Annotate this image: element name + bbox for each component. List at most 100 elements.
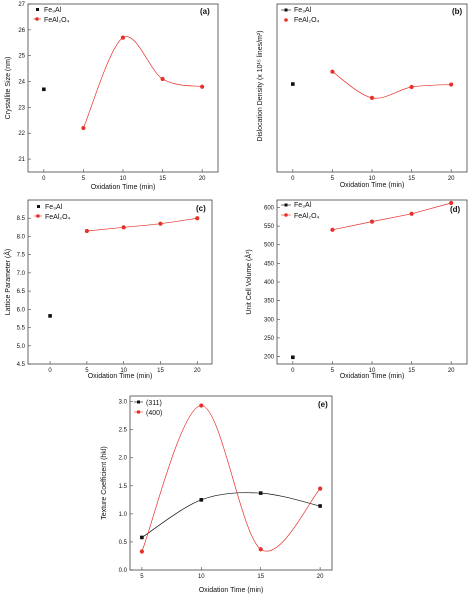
legend-marker-square [284,203,288,207]
plot-frame [276,199,468,365]
legend: Fe₃Al FeAl₂O₄ [281,7,320,24]
y-tick-label: 2.0 [119,456,128,462]
data-point [369,219,375,224]
x-tick-label: 10 [198,574,205,580]
y-axis-label: Crystallite Size (nm) [5,57,12,120]
legend: Fe₃Al FeAl₂O₄ [34,204,71,221]
legend-label: Fe₃Al [44,7,62,14]
data-point [199,403,204,408]
axis-ticks: 0 5 10 15 20 21 22 23 24 25 26 27 [18,2,206,182]
legend-marker-circle [36,214,40,218]
panel-a: (a) Oxidation Time (min) Crystallite Siz… [5,2,219,191]
x-tick-label: 0 [48,368,52,374]
x-tick-label: 20 [448,176,455,182]
y-tick-label: 1.0 [119,512,128,518]
x-tick-label: 5 [82,176,86,182]
y-tick-label: 450 [264,261,275,267]
axis-ticks: 0 5 10 15 20 [291,169,455,182]
y-tick-label: 300 [264,317,275,323]
panel-label: (a) [200,7,210,16]
data-marks [139,403,323,554]
panel-label: (b) [452,7,463,16]
y-tick-label: 8.0 [17,234,26,240]
data-marks [291,200,454,360]
x-axis-label: Oxidation Time (min) [88,373,153,380]
y-tick-label: 250 [264,336,275,342]
series-line [332,202,452,231]
data-point [139,549,144,554]
x-axis-label: Oxidation Time (min) [91,184,156,191]
data-point [449,200,454,206]
legend-marker-square [36,8,39,11]
legend-label: FeAl₂O₄ [45,214,71,221]
legend-marker-circle [284,18,288,22]
y-axis-label: Texture Coefficient (hkl) [101,446,108,519]
panel-b: (b) Oxidation Time (min) Dislocation Den… [257,3,468,189]
y-tick-label: 5.5 [17,326,26,332]
plot-frame [27,199,213,365]
y-tick-label: 26 [18,28,25,34]
x-tick-label: 20 [448,368,455,374]
x-tick-label: 15 [408,368,415,374]
legend: Fe₃Al FeAl₂O₄ [281,202,320,220]
legend-marker-circle [284,213,288,217]
axis-ticks: 0 5 10 15 20 4.5 5.0 5.5 6.0 6.5 7.0 7.5 8.0 8.5 [17,216,202,374]
data-point [48,314,52,318]
legend-label: (311) [146,400,162,407]
x-tick-label: 5 [140,574,144,580]
data-point [258,491,263,495]
data-point [318,504,322,508]
x-tick-label: 0 [291,176,295,182]
plot-frame [129,395,333,571]
y-tick-label: 24 [18,80,25,86]
x-tick-label: 15 [157,368,164,374]
y-tick-label: 200 [264,355,275,361]
panel-c: (c) Oxidation Time (min) Lattice Paramet… [3,199,213,380]
series-line [141,405,321,552]
data-point [330,69,335,74]
y-tick-label: 600 [264,205,275,211]
panel-d: (d) Oxidation Time (min) Unit Cell Volum… [244,199,468,380]
legend-marker-square [284,8,288,12]
y-tick-label: 350 [264,299,275,305]
x-tick-label: 10 [120,176,127,182]
panel-e: (e) Oxidation Time (min) Texture Coeffic… [101,395,333,594]
x-tick-label: 0 [42,176,46,182]
data-point [449,82,454,87]
x-tick-label: 20 [199,176,206,182]
legend-label: Fe₃Al [45,204,63,211]
data-point [199,498,204,502]
data-point [291,82,295,86]
legend-label: FeAl₂O₄ [44,17,70,24]
axis-ticks: 0 5 10 15 20 200 250 300 350 400 450 500 550 600 [264,205,455,374]
y-tick-label: 25 [18,54,25,60]
x-tick-label: 20 [194,368,201,374]
y-tick-label: 27 [18,2,25,8]
data-point [369,95,375,100]
plot-frame [276,3,468,173]
series-line [332,71,452,99]
y-tick-label: 550 [264,224,275,230]
legend: Fe₃Al FeAl₂O₄ [33,7,70,24]
x-tick-label: 10 [120,368,127,374]
y-tick-label: 7.0 [17,271,26,277]
y-tick-label: 0.0 [119,568,128,574]
legend-label: (400) [146,410,162,417]
x-tick-label: 20 [317,574,324,580]
data-point [291,355,295,360]
y-tick-label: 2.5 [119,428,128,434]
data-point [84,228,89,234]
data-point [42,87,46,92]
data-point [409,211,414,216]
y-tick-label: 400 [264,280,275,286]
x-tick-label: 5 [331,368,335,374]
legend-label: FeAl₂O₄ [294,17,320,24]
data-point [121,225,126,230]
x-axis-label: Oxidation Time (min) [340,182,405,189]
data-marks [291,69,454,100]
y-tick-label: 0.5 [119,540,128,546]
data-point [330,227,335,232]
data-point [195,216,200,221]
legend-marker-square [37,205,40,208]
data-marks [48,216,200,318]
